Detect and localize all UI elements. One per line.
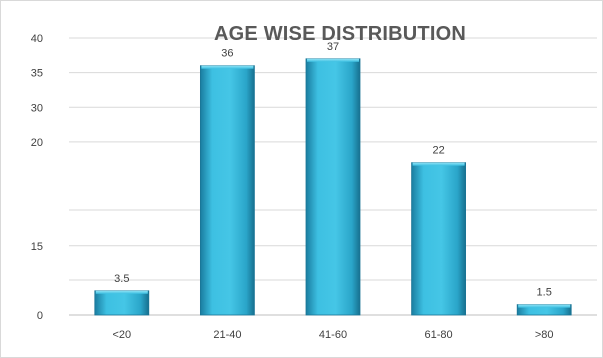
y-tick-label: 0	[37, 310, 43, 322]
x-tick-label: >80	[535, 329, 554, 341]
y-tick-label: 30	[31, 102, 43, 114]
bar-top-highlight	[95, 290, 148, 294]
x-axis-ticks: <20 21-40 41-60 61-80 >80	[112, 329, 553, 341]
bar-top-highlight	[412, 162, 465, 166]
y-axis-ticks: 40 35 30 20 15 0	[31, 33, 43, 322]
x-tick-label: <20	[112, 329, 131, 341]
y-tick-label: 40	[31, 33, 43, 45]
data-label: 1.5	[537, 287, 552, 299]
bar	[94, 290, 150, 316]
data-label: 36	[221, 48, 233, 60]
data-label: 3.5	[114, 273, 129, 285]
y-tick-label: 15	[31, 241, 43, 253]
data-labels: 3.5 36 37 22 1.5	[114, 41, 552, 299]
bar-top-highlight	[201, 65, 254, 69]
bar-top-highlight	[518, 304, 571, 308]
bar-top-highlight	[307, 58, 359, 62]
y-tick-label: 20	[31, 137, 43, 149]
chart-title: AGE WISE DISTRIBUTION	[214, 23, 466, 45]
y-tick-label: 35	[31, 68, 43, 80]
x-tick-label: 61-80	[425, 329, 453, 341]
bar	[305, 58, 361, 316]
data-label: 22	[432, 145, 444, 157]
bar	[199, 65, 255, 316]
x-tick-label: 41-60	[319, 329, 347, 341]
bars	[94, 58, 572, 316]
bar	[411, 162, 467, 316]
data-label: 37	[327, 41, 339, 53]
x-tick-label: 21-40	[213, 329, 241, 341]
